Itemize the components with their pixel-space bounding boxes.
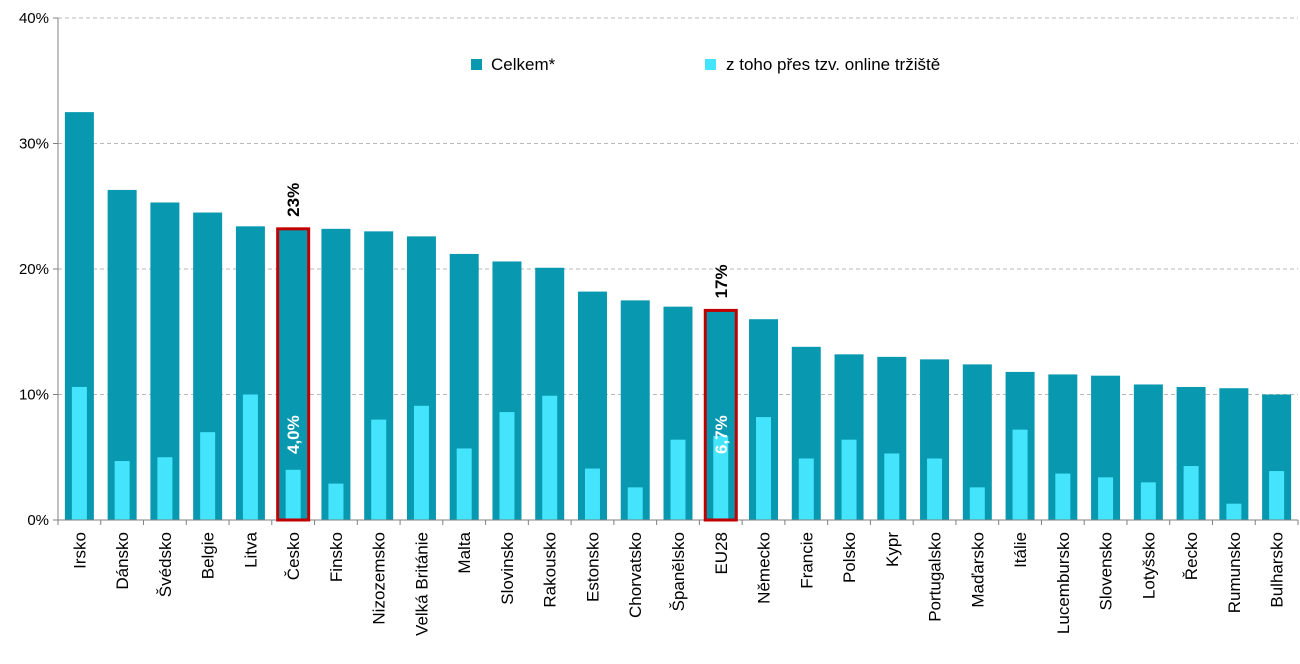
x-tick-label: Bulharsko xyxy=(1268,532,1287,608)
x-tick-label: Chorvatsko xyxy=(626,532,645,618)
x-tick-label: Lucembursko xyxy=(1054,532,1073,634)
x-tick-label: Dánsko xyxy=(113,532,132,590)
bar-online xyxy=(371,419,387,520)
legend-label-total: Celkem* xyxy=(491,55,556,74)
bar-online xyxy=(841,439,857,520)
bar-online xyxy=(713,435,729,520)
bar-online xyxy=(756,417,772,520)
x-tick-label: EU28 xyxy=(712,532,731,575)
bar-online xyxy=(584,468,600,520)
bar-online xyxy=(798,458,814,520)
bar-online xyxy=(1226,503,1242,520)
x-tick-label: Lotyšsko xyxy=(1139,532,1158,599)
x-tick-label: Nizozemsko xyxy=(370,532,389,625)
bar-total xyxy=(321,228,351,520)
bar-total xyxy=(620,300,650,520)
x-tick-label: Maďarsko xyxy=(968,532,987,608)
bar-online xyxy=(114,461,130,520)
bar-online xyxy=(627,487,643,520)
bar-online xyxy=(71,386,87,520)
online-value-label: 6,7% xyxy=(712,415,731,454)
x-tick-label: Francie xyxy=(797,532,816,589)
x-tick-label: Litva xyxy=(241,531,260,567)
bar-online xyxy=(285,469,301,520)
bar-online xyxy=(1012,429,1028,520)
y-axis: 0% 10% 20% 30% 40% xyxy=(19,10,59,529)
bar-online xyxy=(413,405,429,520)
bar-online xyxy=(542,395,558,520)
total-value-label: 23% xyxy=(284,183,303,217)
x-tick-label: Rakousko xyxy=(541,532,560,608)
total-value-label: 17% xyxy=(712,264,731,298)
legend-swatch-total xyxy=(471,59,482,70)
bar-online xyxy=(200,432,216,520)
x-tick-label: Belgie xyxy=(199,532,218,579)
bar-online xyxy=(456,448,472,520)
bar-online xyxy=(1098,477,1114,520)
legend: Celkem* z toho přes tzv. online tržiště xyxy=(471,55,940,74)
bar-online xyxy=(670,439,686,520)
bar-online xyxy=(1183,466,1199,520)
x-axis: Irsko Dánsko Švédsko Belgie Litva Česko Finsko… xyxy=(57,519,1299,636)
x-tick-label: Portugalsko xyxy=(926,532,945,622)
legend-label-online: z toho přes tzv. online tržiště xyxy=(726,55,940,74)
online-value-label: 4,0% xyxy=(284,415,303,454)
y-tick-label: 40% xyxy=(19,10,49,27)
x-tick-label: Švédsko xyxy=(156,532,175,597)
highlight-box xyxy=(276,227,311,522)
x-tick-label: Estonsko xyxy=(583,532,602,602)
x-tick-label: Řecko xyxy=(1182,532,1201,580)
x-tick-label: Německo xyxy=(755,532,774,604)
bar-total xyxy=(1219,388,1249,520)
x-tick-label: Velká Británie xyxy=(412,532,431,636)
bar-online xyxy=(1055,473,1071,520)
x-tick-label: Irsko xyxy=(70,532,89,569)
bar-online xyxy=(242,394,258,520)
legend-swatch-online xyxy=(705,59,716,70)
bar-online xyxy=(499,412,515,520)
x-tick-label: Itálie xyxy=(1011,532,1030,568)
x-tick-label: Slovinsko xyxy=(498,532,517,605)
bar-online xyxy=(1269,471,1285,520)
bar-online xyxy=(1140,482,1156,520)
x-tick-label: Česko xyxy=(284,532,303,580)
annotations: 23% 4,0% 17% 6,7% xyxy=(276,183,738,522)
bar-online xyxy=(328,483,344,520)
x-tick-label: Polsko xyxy=(840,532,859,583)
x-tick-label: Slovensko xyxy=(1097,532,1116,610)
y-tick-label: 30% xyxy=(19,136,49,153)
highlight-box xyxy=(703,308,738,522)
bars xyxy=(64,112,1292,521)
x-tick-label: Finsko xyxy=(327,532,346,582)
bar-online xyxy=(157,457,173,520)
y-tick-label: 10% xyxy=(19,387,49,404)
x-tick-label: Kypr xyxy=(883,532,902,567)
bar-online xyxy=(927,458,943,520)
bar-online xyxy=(969,487,985,520)
y-tick-label: 20% xyxy=(19,261,49,278)
bar-online xyxy=(884,453,900,520)
y-tick-label: 0% xyxy=(27,512,49,529)
x-tick-label: Rumunsko xyxy=(1225,532,1244,613)
x-tick-label: Malta xyxy=(455,531,474,573)
x-tick-label: Španělsko xyxy=(669,532,688,611)
